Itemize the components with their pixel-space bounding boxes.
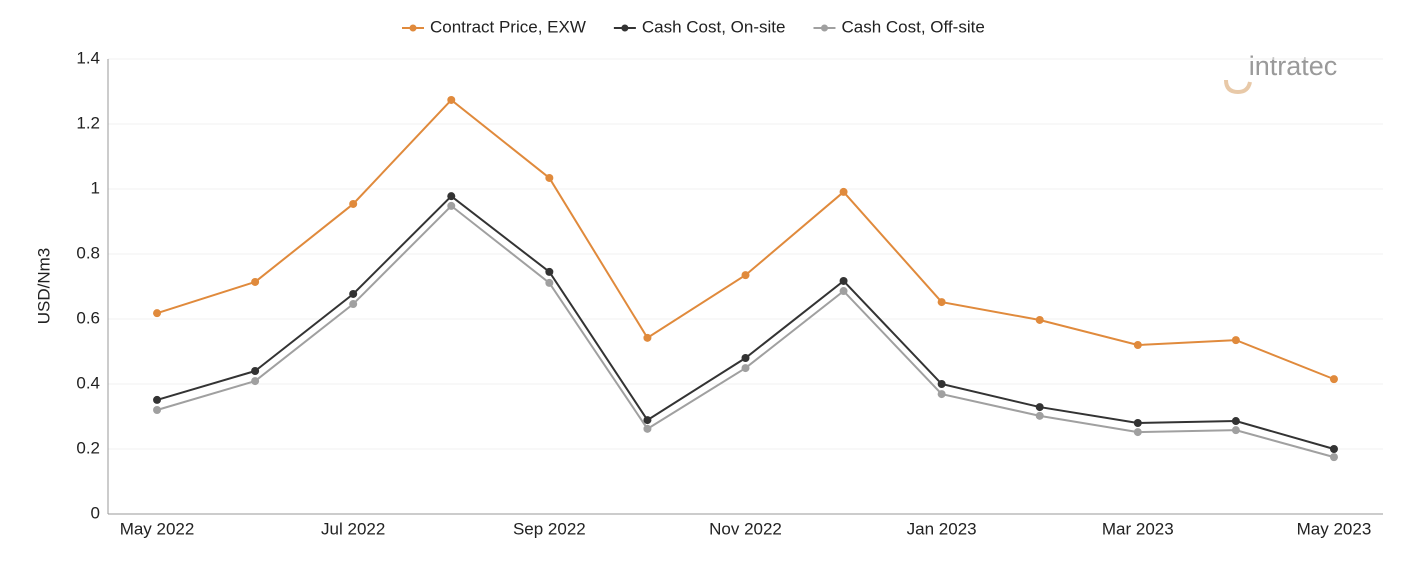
x-tick-label: Sep 2022 bbox=[513, 519, 586, 538]
y-tick-label: 0.8 bbox=[76, 243, 100, 262]
data-point bbox=[447, 192, 456, 201]
series-line bbox=[156, 98, 1335, 381]
data-point bbox=[447, 95, 456, 104]
data-point bbox=[1231, 426, 1240, 435]
data-point bbox=[839, 287, 848, 296]
legend-marker bbox=[820, 24, 828, 32]
legend-label: Cash Cost, Off-site bbox=[841, 17, 984, 36]
data-point bbox=[545, 267, 554, 276]
data-point bbox=[1329, 445, 1338, 453]
y-axis-label: USD/Nm3 bbox=[34, 248, 53, 325]
series-line bbox=[156, 204, 1335, 459]
data-point bbox=[153, 395, 162, 404]
y-tick-label: 0.6 bbox=[76, 308, 100, 327]
x-tick-label: Jul 2022 bbox=[321, 519, 385, 538]
legend-label: Contract Price, EXW bbox=[430, 17, 586, 36]
logo-mark bbox=[1224, 79, 1252, 95]
data-point bbox=[839, 187, 848, 196]
y-tick-label: 1.4 bbox=[76, 48, 100, 67]
data-point bbox=[937, 380, 946, 388]
data-point bbox=[153, 309, 162, 318]
y-tick-label: 1.2 bbox=[76, 113, 100, 132]
legend-label: Cash Cost, On-site bbox=[642, 17, 786, 36]
y-tick-label: 1 bbox=[91, 178, 100, 197]
series-line bbox=[156, 194, 1335, 450]
data-point bbox=[251, 277, 260, 286]
data-point bbox=[741, 271, 750, 280]
legend-marker bbox=[621, 24, 629, 32]
data-point bbox=[349, 289, 358, 298]
y-tick-label: 0.4 bbox=[76, 373, 100, 392]
data-point bbox=[839, 276, 848, 285]
data-point bbox=[1035, 403, 1044, 412]
data-point bbox=[447, 201, 456, 210]
data-point bbox=[741, 364, 750, 373]
x-tick-label: May 2022 bbox=[120, 519, 195, 538]
data-point bbox=[349, 300, 358, 309]
data-point bbox=[545, 278, 554, 287]
data-point bbox=[1133, 341, 1142, 349]
data-point bbox=[643, 416, 652, 425]
data-point bbox=[1133, 428, 1142, 437]
data-point bbox=[1231, 417, 1240, 426]
legend-marker bbox=[409, 24, 417, 32]
y-tick-label: 0 bbox=[91, 503, 100, 522]
data-point bbox=[1231, 336, 1240, 345]
data-point bbox=[545, 173, 554, 182]
data-point bbox=[937, 390, 946, 399]
data-point bbox=[1035, 411, 1044, 420]
x-tick-label: Mar 2023 bbox=[1102, 519, 1174, 538]
data-point bbox=[741, 354, 750, 362]
data-point bbox=[153, 406, 162, 414]
data-point bbox=[1133, 419, 1142, 427]
data-point bbox=[251, 377, 260, 386]
data-point bbox=[251, 367, 260, 375]
data-point bbox=[643, 333, 652, 342]
data-point bbox=[937, 298, 946, 307]
x-tick-label: Jan 2023 bbox=[907, 519, 977, 538]
data-point bbox=[643, 424, 652, 433]
y-tick-label: 0.2 bbox=[76, 438, 100, 457]
data-point bbox=[1329, 375, 1338, 384]
data-point bbox=[1329, 453, 1338, 462]
data-point bbox=[1035, 315, 1044, 324]
x-tick-label: Nov 2022 bbox=[709, 519, 782, 538]
logo: intratec bbox=[1249, 51, 1338, 81]
data-point bbox=[349, 199, 358, 208]
x-tick-label: May 2023 bbox=[1297, 519, 1372, 538]
